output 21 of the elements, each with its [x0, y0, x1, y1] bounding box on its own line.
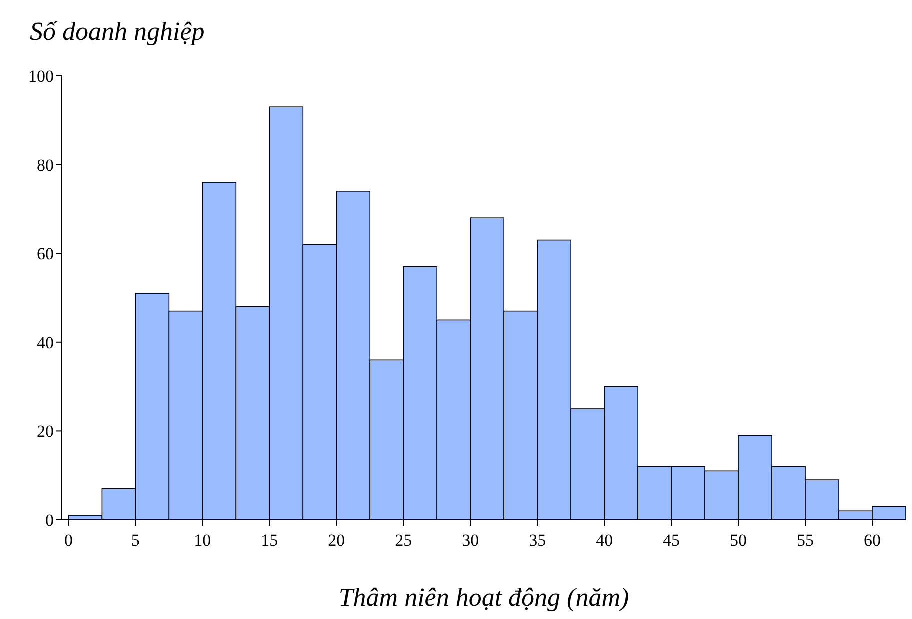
chart-title: Số doanh nghiệp — [30, 17, 205, 46]
x-axis-title: Thâm niên hoạt động (năm) — [338, 583, 630, 612]
x-tick-label: 55 — [797, 531, 814, 550]
y-tick-label: 60 — [37, 244, 54, 264]
x-tick-label: 40 — [596, 531, 614, 550]
x-tick-label: 0 — [64, 531, 73, 550]
y-tick-label: 100 — [28, 66, 54, 86]
x-tick-label: 20 — [328, 531, 346, 550]
y-tick-label: 0 — [46, 510, 54, 530]
x-tick-label: 30 — [462, 531, 480, 550]
x-tick-label: 45 — [663, 531, 680, 550]
x-tick-label: 5 — [131, 531, 140, 550]
x-tick-label: 60 — [864, 531, 882, 550]
x-tick-label: 35 — [529, 531, 546, 550]
y-tick-label: 80 — [37, 156, 54, 175]
x-tick-label: 15 — [261, 531, 278, 550]
x-tick-label: 50 — [730, 531, 748, 550]
x-tick-label: 25 — [395, 531, 412, 550]
x-tick-label: 10 — [194, 531, 212, 550]
y-tick-label: 40 — [37, 333, 54, 352]
y-tick-label: 20 — [37, 422, 54, 442]
